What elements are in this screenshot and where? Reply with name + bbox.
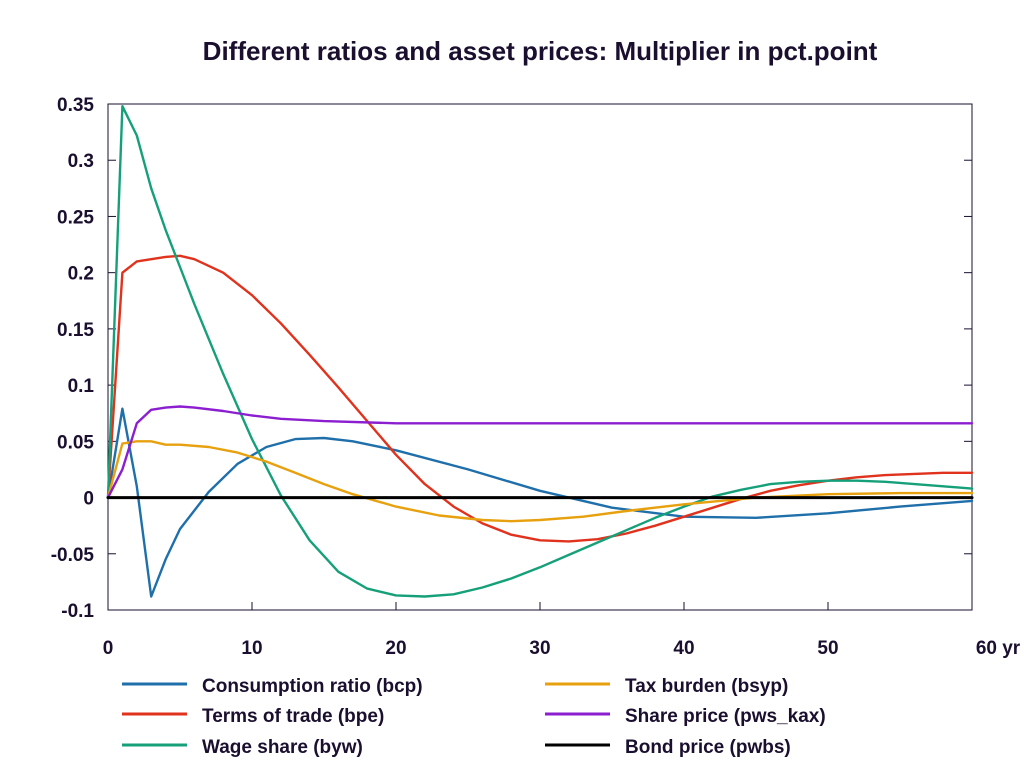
legend-label: Wage share (byw) bbox=[202, 737, 363, 758]
y-tick-label: -0.1 bbox=[61, 601, 94, 622]
legend-item: Consumption ratio (bcp) bbox=[122, 676, 423, 697]
y-tick-label: 0.2 bbox=[68, 264, 94, 285]
plot-frame bbox=[107, 103, 973, 611]
y-tick-label: -0.05 bbox=[51, 545, 95, 566]
legend-item: Bond price (pwbs) bbox=[545, 737, 791, 758]
y-tick-label: 0.25 bbox=[57, 207, 94, 228]
plot-border bbox=[107, 103, 973, 611]
y-tick-label: 0.35 bbox=[57, 95, 94, 116]
series-lines bbox=[106, 104, 974, 598]
y-tick-label: 0.15 bbox=[57, 320, 94, 341]
legend-item: Terms of trade (bpe) bbox=[122, 706, 384, 727]
x-tick-label: 30 bbox=[529, 638, 550, 659]
series-line bbox=[106, 254, 974, 543]
x-tick-label: 0 bbox=[103, 638, 114, 659]
legend-item: Wage share (byw) bbox=[122, 737, 363, 758]
series-line bbox=[106, 407, 974, 598]
y-tick-label: 0.3 bbox=[68, 151, 94, 172]
series-line bbox=[106, 440, 974, 523]
x-tick-label: 20 bbox=[385, 638, 406, 659]
x-tick-label: 40 bbox=[673, 638, 694, 659]
legend-item: Share price (pws_kax) bbox=[545, 706, 826, 727]
x-axis: 0 10 20 30 40 50 60 yr bbox=[103, 602, 1021, 659]
legend-label: Share price (pws_kax) bbox=[625, 706, 826, 727]
x-tick-label: 50 bbox=[817, 638, 838, 659]
y-tick-label: 0 bbox=[83, 489, 94, 510]
series-line bbox=[106, 104, 974, 598]
chart-title: Different ratios and asset prices: Multi… bbox=[203, 36, 878, 66]
legend-item: Tax burden (bsyp) bbox=[545, 676, 788, 697]
x-tick-label: 10 bbox=[241, 638, 262, 659]
legend: Consumption ratio (bcp) Terms of trade (b… bbox=[122, 676, 826, 758]
y-tick-label: 0.1 bbox=[68, 376, 95, 397]
y-axis: 0.35 0.3 0.25 0.2 0.15 0.1 0.05 0 -0.05 -0.1 bbox=[51, 95, 972, 622]
legend-label: Tax burden (bsyp) bbox=[625, 676, 788, 697]
legend-label: Consumption ratio (bcp) bbox=[202, 676, 423, 697]
legend-label: Bond price (pwbs) bbox=[625, 737, 791, 758]
x-tick-label: 60 yr bbox=[976, 638, 1021, 659]
legend-label: Terms of trade (bpe) bbox=[202, 706, 384, 727]
y-tick-label: 0.05 bbox=[57, 432, 94, 453]
series-line bbox=[106, 405, 974, 499]
